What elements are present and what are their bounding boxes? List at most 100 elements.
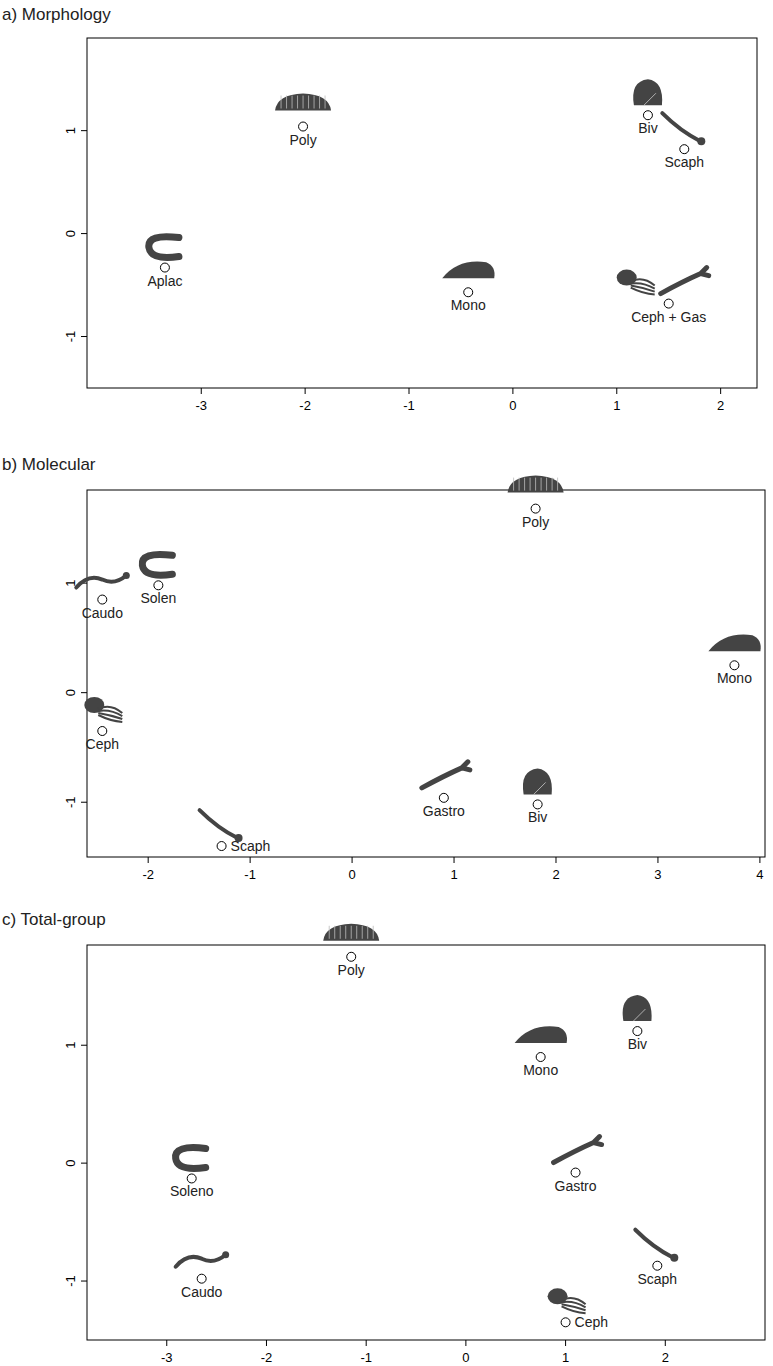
y-tick	[81, 1045, 87, 1046]
point	[347, 952, 356, 961]
y-tick-label: 1	[63, 1042, 78, 1049]
panel: c) Total-group-3-2-1012-101PolyMonoBivSo…	[2, 910, 765, 1365]
point	[98, 727, 107, 736]
point-label: Poly	[289, 132, 316, 148]
point	[217, 842, 226, 851]
icons	[149, 79, 709, 294]
point-label: Gastro	[423, 803, 465, 819]
point	[633, 1027, 642, 1036]
icons	[76, 476, 760, 842]
x-tick-label: 0	[509, 398, 516, 413]
point-label: Mono	[451, 297, 486, 313]
point-label: Biv	[638, 120, 657, 136]
taxon-icon	[708, 635, 760, 652]
x-tick	[657, 857, 658, 863]
x-tick	[366, 1340, 367, 1346]
point-label: Aplac	[147, 273, 182, 289]
taxon-icon	[76, 572, 130, 588]
point	[536, 1053, 545, 1062]
y-tick-label: 0	[63, 230, 78, 237]
point-label: Mono	[717, 670, 752, 686]
x-tick-label: 0	[348, 867, 355, 882]
x-tick-label: 3	[654, 867, 661, 882]
panel-title: b) Molecular	[2, 455, 96, 474]
point-label: Scaph	[231, 838, 271, 854]
x-tick-label: -3	[195, 398, 207, 413]
point	[664, 299, 673, 308]
taxon-icon	[84, 697, 122, 722]
point	[571, 1168, 580, 1177]
x-tick-label: 1	[450, 867, 457, 882]
y-tick-label: -1	[63, 796, 78, 808]
x-tick	[759, 857, 760, 863]
point-label: Poly	[338, 962, 365, 978]
x-tick-label: -2	[261, 1350, 273, 1365]
y-tick	[81, 130, 87, 131]
point-label: Poly	[522, 514, 549, 530]
y-tick-label: 1	[63, 127, 78, 134]
x-tick	[720, 388, 721, 394]
taxon-icon	[149, 237, 179, 258]
x-tick	[555, 857, 556, 863]
x-tick	[305, 388, 306, 394]
y-tick-label: -1	[63, 331, 78, 343]
taxon-icon	[176, 1148, 206, 1169]
taxon-icon	[422, 762, 470, 788]
point	[653, 1261, 662, 1270]
x-tick	[148, 857, 149, 863]
taxon-icon	[508, 476, 564, 493]
x-tick	[565, 1340, 566, 1346]
point-label: Caudo	[181, 1284, 222, 1300]
panel-title: a) Morphology	[2, 5, 111, 24]
point-label: Soleno	[170, 1183, 214, 1199]
x-tick-label: 1	[562, 1350, 569, 1365]
x-tick	[465, 1340, 466, 1346]
x-tick-label: 1	[613, 398, 620, 413]
point-label: Biv	[528, 809, 547, 825]
taxon-icon	[554, 1137, 602, 1163]
x-tick	[201, 388, 202, 394]
icons	[176, 924, 679, 1314]
x-tick-label: 4	[756, 867, 763, 882]
y-tick-label: -1	[63, 1275, 78, 1287]
taxon-icon	[442, 262, 494, 279]
labels: PolyMonoBivSolenoGastroCaudoScaphCeph	[170, 962, 677, 1331]
point-label: Scaph	[637, 1271, 677, 1287]
x-tick-label: 2	[662, 1350, 669, 1365]
taxon-icon	[323, 924, 379, 941]
y-tick-label: 0	[63, 689, 78, 696]
x-tick-label: 2	[717, 398, 724, 413]
point-label: Biv	[628, 1036, 647, 1052]
x-tick	[512, 388, 513, 394]
x-tick-label: -3	[161, 1350, 173, 1365]
y-tick	[81, 336, 87, 337]
x-tick-label: -2	[299, 398, 311, 413]
taxon-icon	[275, 94, 331, 111]
point-label: Ceph + Gas	[631, 309, 706, 325]
points	[98, 504, 739, 850]
point	[730, 661, 739, 670]
point	[160, 263, 169, 272]
taxon-icon	[176, 1251, 230, 1267]
y-tick	[81, 1163, 87, 1164]
point	[643, 111, 652, 120]
point-label: Scaph	[664, 154, 704, 170]
x-tick-label: -1	[360, 1350, 372, 1365]
point-label: Caudo	[82, 605, 123, 621]
taxon-icon	[661, 268, 709, 294]
x-tick	[665, 1340, 666, 1346]
point	[299, 122, 308, 131]
point	[533, 800, 542, 809]
figure: a) Morphology -3 -2 -1 0 1 2 -1 0 1 Poly Aplac Mono B…	[0, 0, 773, 1366]
x-tick	[250, 857, 251, 863]
y-tick	[81, 1281, 87, 1282]
taxon-icon	[142, 554, 172, 575]
point-label: Solen	[140, 590, 176, 606]
taxon-icon	[623, 995, 652, 1021]
x-tick	[454, 857, 455, 863]
labels: PolySolenCaudoMonoCephScaphGastroBiv	[82, 514, 752, 854]
point	[464, 288, 473, 297]
x-tick	[409, 388, 410, 394]
points	[187, 952, 662, 1327]
x-tick-label: -1	[403, 398, 415, 413]
